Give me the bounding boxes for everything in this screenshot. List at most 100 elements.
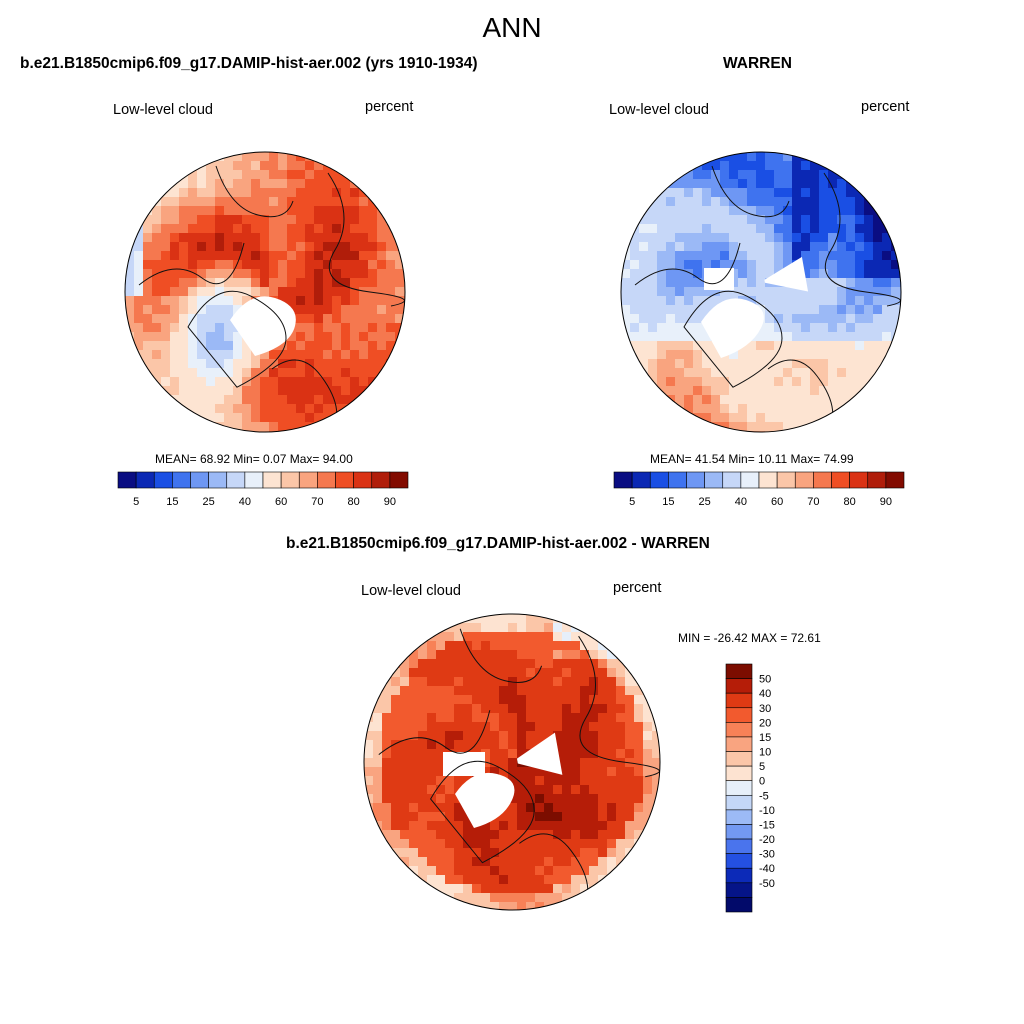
map-cell	[287, 251, 297, 261]
map-cell	[454, 866, 464, 876]
map-cell	[855, 242, 865, 252]
map-cell	[224, 179, 234, 189]
map-cell	[215, 224, 225, 234]
map-cell	[607, 803, 617, 813]
map-cell	[125, 287, 135, 297]
map-cell	[675, 359, 685, 369]
map-cell	[188, 296, 198, 306]
map-cell	[206, 242, 216, 252]
map-cell	[657, 215, 667, 225]
map-cell	[639, 197, 649, 207]
coastline	[187, 290, 287, 388]
map-cell	[684, 395, 694, 405]
map-cell	[571, 623, 581, 633]
map-cell	[702, 251, 712, 261]
map-cell	[553, 803, 563, 813]
map-cell	[535, 902, 545, 910]
map-cell	[900, 296, 901, 306]
map-cell	[607, 776, 617, 786]
map-cell	[260, 359, 270, 369]
map-cell	[729, 206, 739, 216]
map-cell	[445, 659, 455, 669]
map-cell	[269, 197, 279, 207]
map-cell	[625, 812, 635, 822]
map-cell	[666, 341, 676, 351]
map-cell	[846, 224, 856, 234]
map-cell	[427, 677, 437, 687]
map-cell	[296, 422, 306, 432]
map-cell	[233, 161, 243, 171]
map-cell	[472, 848, 482, 858]
map-cell	[598, 632, 608, 642]
map-cell	[598, 785, 608, 795]
map-cell	[648, 368, 658, 378]
map-cell	[373, 767, 383, 777]
map-cell	[711, 215, 721, 225]
map-cell	[152, 260, 162, 270]
map-cell	[535, 722, 545, 732]
map-cell	[535, 857, 545, 867]
map-cell	[792, 368, 802, 378]
colorbar-swatch	[725, 780, 753, 796]
map-cell	[377, 233, 387, 243]
map-cell	[490, 767, 500, 777]
map-cell	[251, 359, 261, 369]
map-cell	[580, 650, 590, 660]
map-cell	[508, 767, 518, 777]
map-cell	[639, 314, 649, 324]
map-cell	[562, 785, 572, 795]
map-cell	[756, 179, 766, 189]
map-cell	[598, 839, 608, 849]
map-cell	[756, 251, 766, 261]
map-cell	[810, 269, 820, 279]
map-cell	[364, 731, 374, 741]
map-cell	[143, 251, 153, 261]
map-cell	[233, 359, 243, 369]
map-cell	[463, 632, 473, 642]
map-cell	[684, 197, 694, 207]
map-cell	[846, 233, 856, 243]
map-cell	[278, 296, 288, 306]
map-cell	[621, 278, 631, 288]
map-cell	[251, 152, 261, 162]
map-cell	[445, 785, 455, 795]
map-cell	[143, 314, 153, 324]
map-cell	[517, 749, 527, 759]
map-cell	[864, 296, 874, 306]
map-cell	[215, 395, 225, 405]
map-cell	[535, 812, 545, 822]
map-cell	[589, 749, 599, 759]
map-cell	[562, 848, 572, 858]
map-cell	[702, 359, 712, 369]
coastline	[634, 242, 741, 286]
map-cell	[535, 893, 545, 903]
map-cell	[657, 233, 667, 243]
map-cell	[846, 188, 856, 198]
map-cell	[571, 866, 581, 876]
map-cell	[846, 359, 856, 369]
map-cell	[197, 341, 207, 351]
panel1-polar-map	[124, 151, 406, 433]
map-cell	[170, 170, 180, 180]
map-cell	[463, 668, 473, 678]
map-cell	[774, 296, 784, 306]
map-cell	[170, 206, 180, 216]
map-cell	[675, 260, 685, 270]
map-cell	[463, 875, 473, 885]
map-cell	[774, 188, 784, 198]
colorbar-tick-label: -20	[759, 834, 775, 846]
map-cell	[648, 242, 658, 252]
map-cell	[134, 341, 144, 351]
map-cell	[837, 278, 847, 288]
map-cell	[350, 242, 360, 252]
map-cell	[373, 821, 383, 831]
map-cell	[278, 197, 288, 207]
map-cell	[801, 269, 811, 279]
map-cell	[499, 650, 509, 660]
map-cell	[643, 785, 653, 795]
map-cell	[386, 233, 396, 243]
map-cell	[526, 812, 536, 822]
map-cell	[675, 197, 685, 207]
map-cell	[828, 341, 838, 351]
map-cell	[224, 359, 234, 369]
